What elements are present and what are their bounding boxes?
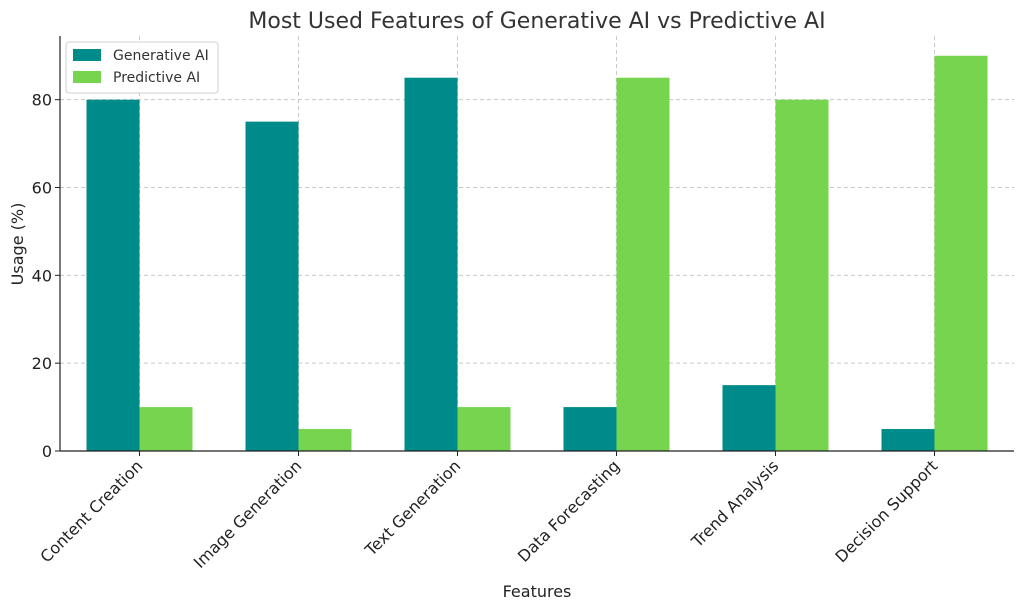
x-tick-label: Content Creation — [36, 456, 146, 566]
bar-predictive-ai-decision-support — [934, 55, 988, 452]
legend-label-generative-ai: Generative AI — [113, 48, 209, 64]
bar-generative-ai-trend-analysis — [722, 385, 776, 451]
bar-generative-ai-text-generation — [404, 77, 458, 451]
legend: Generative AI Predictive AI — [65, 41, 219, 94]
y-tick-label: 20 — [32, 354, 52, 373]
x-tick-label: Trend Analysis — [687, 456, 782, 551]
bar-predictive-ai-content-creation — [139, 407, 193, 451]
y-tick-label: 40 — [32, 266, 52, 285]
legend-label-predictive-ai: Predictive AI — [113, 70, 200, 86]
bar-generative-ai-content-creation — [86, 99, 140, 451]
bar-predictive-ai-trend-analysis — [775, 99, 829, 451]
y-tick-label: 0 — [42, 442, 52, 461]
bars — [86, 55, 988, 452]
legend-box — [65, 41, 219, 94]
y-tick-label: 80 — [32, 91, 52, 110]
axes — [59, 36, 1014, 452]
y-tick-label: 60 — [32, 179, 52, 198]
x-tick-label: Decision Support — [831, 456, 941, 566]
bar-generative-ai-decision-support — [881, 429, 935, 451]
bar-predictive-ai-data-forecasting — [616, 77, 670, 451]
grid — [60, 36, 1014, 451]
bar-generative-ai-image-generation — [245, 121, 299, 451]
x-tick-label: Text Generation — [361, 456, 465, 560]
legend-swatch-generative-ai — [73, 49, 101, 61]
bar-predictive-ai-image-generation — [298, 429, 352, 451]
y-tick-labels: 0 20 40 60 80 — [32, 91, 60, 461]
bar-generative-ai-data-forecasting — [563, 407, 617, 451]
y-axis-label: Usage (%) — [8, 203, 27, 286]
bar-predictive-ai-text-generation — [457, 407, 511, 451]
x-tick-labels: Content Creation Image Generation Text Gen… — [36, 451, 941, 572]
x-tick-label: Data Forecasting — [514, 456, 623, 565]
legend-swatch-predictive-ai — [73, 71, 101, 83]
x-tick-label: Image Generation — [190, 456, 306, 572]
x-axis-label: Features — [503, 582, 572, 601]
chart-title: Most Used Features of Generative AI vs P… — [248, 9, 825, 34]
